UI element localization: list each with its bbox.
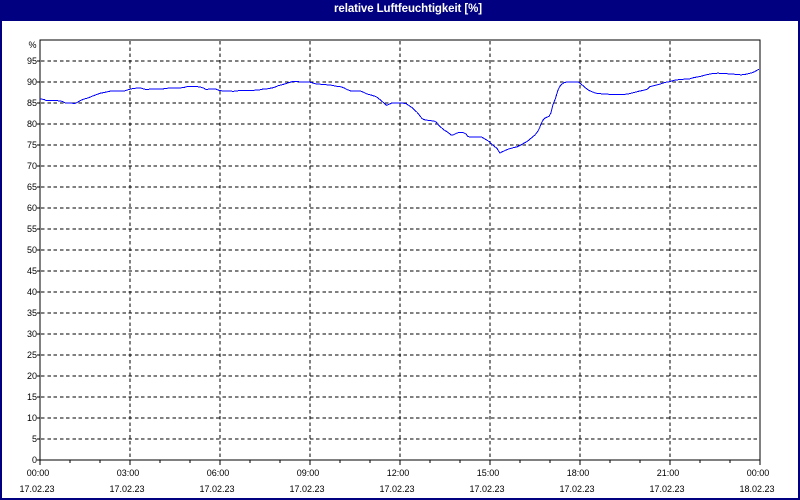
- svg-text:85: 85: [27, 98, 37, 108]
- svg-text:00:00: 00:00: [27, 468, 50, 478]
- svg-text:21:00: 21:00: [657, 468, 680, 478]
- svg-text:95: 95: [27, 56, 37, 66]
- svg-text:45: 45: [27, 266, 37, 276]
- svg-text:55: 55: [27, 224, 37, 234]
- svg-text:17.02.23: 17.02.23: [469, 484, 504, 494]
- svg-text:75: 75: [27, 140, 37, 150]
- svg-text:60: 60: [27, 203, 37, 213]
- svg-text:65: 65: [27, 182, 37, 192]
- svg-text:17.02.23: 17.02.23: [649, 484, 684, 494]
- svg-text:06:00: 06:00: [207, 468, 230, 478]
- svg-text:15:00: 15:00: [477, 468, 500, 478]
- svg-text:10: 10: [27, 413, 37, 423]
- svg-text:35: 35: [27, 308, 37, 318]
- svg-text:09:00: 09:00: [297, 468, 320, 478]
- svg-text:50: 50: [27, 245, 37, 255]
- svg-text:00:00: 00:00: [747, 468, 770, 478]
- svg-text:18.02.23: 18.02.23: [739, 484, 774, 494]
- svg-text:17.02.23: 17.02.23: [289, 484, 324, 494]
- svg-text:17.02.23: 17.02.23: [559, 484, 594, 494]
- svg-text:70: 70: [27, 161, 37, 171]
- svg-text:17.02.23: 17.02.23: [109, 484, 144, 494]
- svg-text:17.02.23: 17.02.23: [379, 484, 414, 494]
- svg-text:5: 5: [32, 434, 37, 444]
- svg-text:03:00: 03:00: [117, 468, 140, 478]
- svg-text:30: 30: [27, 329, 37, 339]
- svg-text:90: 90: [27, 77, 37, 87]
- svg-text:20: 20: [27, 371, 37, 381]
- svg-text:80: 80: [27, 119, 37, 129]
- svg-text:15: 15: [27, 392, 37, 402]
- svg-text:relative Luftfeuchtigkeit [%]: relative Luftfeuchtigkeit [%]: [334, 3, 482, 15]
- svg-text:17.02.23: 17.02.23: [199, 484, 234, 494]
- svg-text:12:00: 12:00: [387, 468, 410, 478]
- svg-text:%: %: [28, 40, 36, 50]
- svg-text:18:00: 18:00: [567, 468, 590, 478]
- svg-text:17.02.23: 17.02.23: [19, 484, 54, 494]
- svg-text:40: 40: [27, 287, 37, 297]
- svg-text:0: 0: [32, 455, 37, 465]
- svg-text:25: 25: [27, 350, 37, 360]
